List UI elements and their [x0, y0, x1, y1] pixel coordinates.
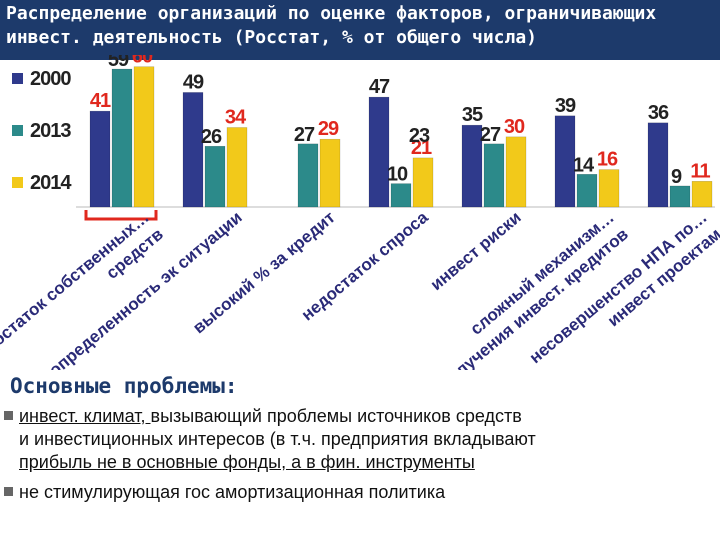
legend-label-2014: 2014 [30, 172, 72, 194]
extra-value-label-0: 23 [409, 125, 430, 147]
bar-2014-cat-0 [133, 66, 155, 208]
bar-2000-cat-1 [182, 92, 204, 208]
slide-title: Распределение организаций по оценке факт… [6, 3, 657, 48]
bar-2014-cat-2 [319, 138, 341, 208]
legend-swatch-2000 [12, 73, 23, 84]
problem-1-text: вызывающий проблемы источников средств [150, 406, 522, 426]
value-label-2000-cat-5: 39 [555, 95, 576, 117]
bar-2014-cat-1 [226, 127, 248, 208]
value-label-2014-cat-2: 29 [318, 118, 339, 140]
value-label-2014-cat-1: 34 [225, 106, 247, 128]
value-label-2014-cat-5: 16 [597, 149, 618, 171]
bar-2013-cat-0 [111, 68, 133, 208]
bar-2000-cat-3 [368, 96, 390, 208]
bar-2014-cat-5 [598, 169, 620, 208]
problem-1-line-3-emphasis-a: прибыль [19, 452, 97, 472]
legend-swatch-2014 [12, 177, 23, 188]
bar-2000-cat-4 [461, 124, 483, 208]
bar-2013-cat-6 [669, 185, 691, 208]
value-label-2014-cat-6: 11 [690, 160, 710, 182]
bullet-marker-icon [4, 487, 13, 496]
value-label-2000-cat-6: 36 [648, 102, 669, 124]
value-label-2013-cat-0: 59 [108, 55, 129, 71]
value-label-2013-cat-4: 27 [480, 124, 501, 146]
problem-item-1-line-3: прибыль не в основные фонды, а в фин. ин… [19, 451, 720, 474]
value-label-2000-cat-1: 49 [183, 71, 204, 93]
chart-legend: 2000 2013 2014 [12, 68, 73, 194]
bar-2000-cat-6 [647, 122, 669, 208]
bar-2000-cat-0 [89, 110, 111, 208]
value-label-2014-cat-0: 60 [132, 55, 153, 68]
bar-2013-cat-2 [297, 143, 319, 208]
problems-heading: Основные проблемы: [10, 374, 238, 398]
problem-item-1: инвест. климат, вызывающий проблемы исто… [4, 405, 714, 428]
bars-group [84, 66, 713, 221]
bar-2013-cat-1 [204, 145, 226, 208]
problem-1-emphasis: инвест. климат, [19, 406, 151, 426]
category-label-4: инвест риски [427, 208, 525, 295]
value-label-2013-cat-2: 27 [294, 124, 315, 146]
value-label-2014-cat-3: 21 [411, 137, 432, 159]
value-label-2000-cat-4: 35 [462, 104, 483, 126]
bar-2013-cat-5 [576, 174, 598, 208]
bar-2014-cat-3 [412, 157, 434, 208]
value-label-2013-cat-1: 26 [201, 126, 222, 148]
title-bar [0, 0, 720, 60]
bar-2000-cat-5 [554, 115, 576, 208]
value-label-2014-cat-4: 30 [504, 116, 525, 138]
value-label-2013-cat-5: 14 [573, 154, 595, 176]
legend-label-2000: 2000 [30, 68, 71, 90]
bar-2013-cat-4 [483, 143, 505, 208]
category-label-4-line-0: инвест риски [427, 208, 525, 295]
value-label-2013-cat-3: 10 [387, 164, 408, 186]
value-label-2000-cat-3: 47 [369, 76, 390, 98]
category-labels-group: недостаток собственных…средствнеопределе… [0, 207, 720, 370]
bar-2014-cat-6 [691, 181, 713, 208]
problem-2-text: не стимулирующая гос амортизационная пол… [19, 482, 446, 502]
highlight-bracket [84, 210, 158, 221]
bar-2014-cat-4 [505, 136, 527, 208]
value-label-2000-cat-0: 41 [90, 90, 111, 112]
legend-swatch-2013 [12, 125, 23, 136]
value-label-2013-cat-6: 9 [671, 166, 682, 188]
problem-1-line-3-emphasis-b: не в основные фонды, а в фин. инструмент… [96, 452, 475, 472]
problem-item-2: не стимулирующая гос амортизационная пол… [4, 481, 714, 504]
bullet-marker-icon [4, 411, 13, 420]
problem-item-1-line-2: и инвестиционных интересов (в т.ч. предп… [19, 429, 536, 449]
bar-2013-cat-3 [390, 183, 412, 208]
legend-label-2013: 2013 [30, 120, 71, 142]
